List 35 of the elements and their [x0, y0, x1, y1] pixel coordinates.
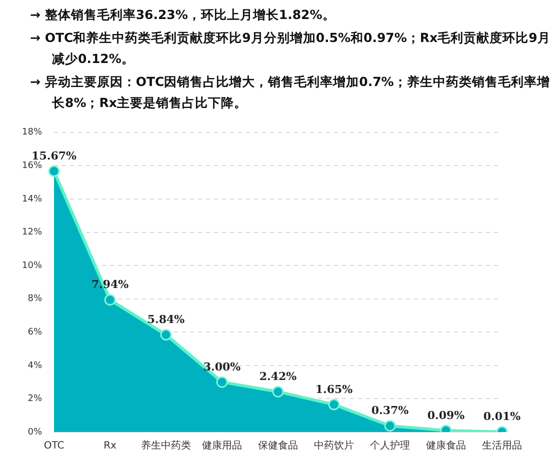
- y-tick-label: 12%: [22, 228, 42, 238]
- point: [48, 165, 60, 177]
- point: [160, 329, 172, 341]
- point: [272, 386, 284, 398]
- text: → 异动主要原因：OTC因销售占比增大，销售毛利率增加0.7%；养生中药类销售毛利率增长8%；Rx主要是销售占比下降。: [30, 73, 551, 112]
- data-label: 5.84%: [147, 313, 186, 326]
- x-tick-label: 个人护理: [370, 440, 410, 452]
- x-tick-label: 保健食品: [258, 440, 298, 452]
- y-tick-label: 8%: [28, 294, 42, 304]
- y-tick-label: 14%: [22, 194, 42, 204]
- point: [384, 420, 396, 432]
- x-tick-label: Rx: [104, 440, 117, 452]
- point: [328, 398, 340, 410]
- data-label: 0.01%: [483, 410, 522, 424]
- data-label: 0.09%: [427, 408, 466, 422]
- data-label: 2.42%: [259, 370, 298, 384]
- x-tick-label: OTC: [44, 440, 64, 452]
- x-tick-label: 中药饮片: [314, 440, 354, 452]
- x-tick-label: 健康用品: [202, 440, 242, 452]
- data-label: 0.37%: [371, 404, 410, 418]
- x-tick-label: 健康食品: [426, 440, 466, 452]
- data-label: 1.65%: [315, 382, 354, 396]
- y-tick-label: 16%: [22, 161, 42, 172]
- y-tick-label: 18%: [22, 128, 42, 138]
- y-tick-label: 4%: [28, 360, 42, 371]
- point: [216, 376, 228, 388]
- y-tick-label: 2%: [28, 394, 42, 404]
- text: → OTC和养生中药类毛利贡献度环比9月分别增加0.5%和0.97%；Rx毛利贡献度环比9月减少0.12%。: [30, 29, 552, 68]
- y-tick-label: 6%: [28, 327, 42, 338]
- y-tick-label: 0%: [28, 427, 42, 438]
- text: → 整体销售毛利率36.23%，环比上月增长1.82%。: [30, 6, 336, 24]
- x-tick-label: 养生中药类: [141, 440, 192, 452]
- point: [104, 294, 116, 306]
- x-tick-label: 生活用品: [482, 440, 522, 452]
- y-tick-label: 10%: [22, 260, 42, 271]
